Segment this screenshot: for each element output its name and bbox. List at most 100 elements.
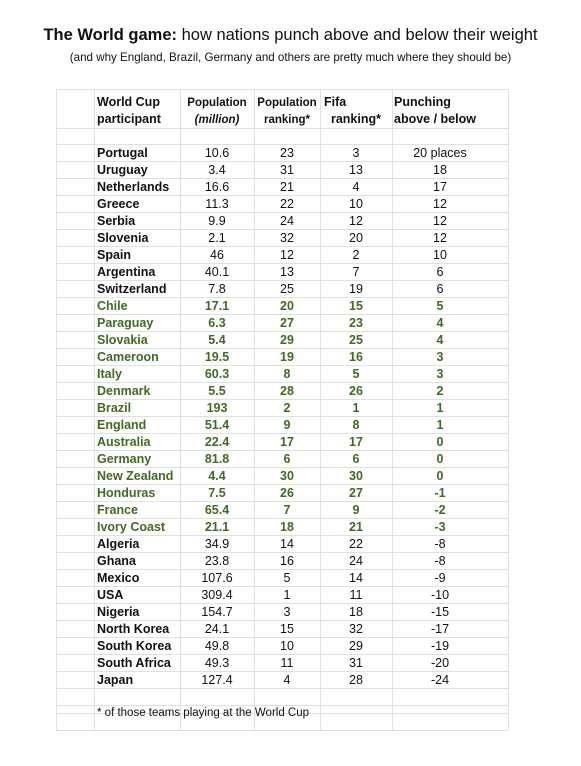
cell-country: South Africa (97, 656, 171, 670)
cell-population-ranking: 21 (280, 180, 294, 194)
cell-fifa-ranking: 12 (349, 214, 363, 228)
cell-punching: 18 (433, 163, 447, 177)
cell-country: New Zealand (97, 469, 174, 483)
grid-vline (56, 89, 57, 730)
cell-population-ranking: 19 (280, 350, 294, 364)
cell-population: 193 (206, 401, 228, 415)
cell-population-ranking: 32 (280, 231, 294, 245)
cell-fifa-ranking: 25 (349, 333, 363, 347)
cell-population: 17.1 (204, 299, 230, 313)
cell-population: 3.4 (208, 163, 226, 177)
cell-punching: 0 (436, 452, 444, 466)
cell-punching: -2 (434, 503, 446, 517)
header-population-line1: Population (187, 97, 247, 109)
cell-population: 34.9 (204, 537, 230, 551)
cell-population: 81.8 (204, 452, 230, 466)
header-poprank-line2: ranking* (263, 114, 310, 126)
grid-vline (94, 89, 95, 730)
cell-population-ranking: 25 (280, 282, 294, 296)
cell-population: 2.1 (208, 231, 226, 245)
cell-punching: -17 (430, 622, 450, 636)
cell-fifa-ranking: 17 (349, 435, 363, 449)
cell-population-ranking: 5 (283, 571, 291, 585)
cell-population-ranking: 13 (280, 265, 294, 279)
cell-country: Cameroon (97, 350, 159, 364)
cell-population-ranking: 17 (280, 435, 294, 449)
cell-fifa-ranking: 21 (349, 520, 363, 534)
cell-fifa-ranking: 4 (352, 180, 360, 194)
cell-fifa-ranking: 24 (349, 554, 363, 568)
grid-hline (56, 730, 508, 731)
cell-punching: -9 (434, 571, 446, 585)
header-punching-line1: Punching (394, 95, 451, 109)
cell-country: North Korea (97, 622, 170, 636)
cell-population-ranking: 30 (280, 469, 294, 483)
cell-fifa-ranking: 15 (349, 299, 363, 313)
cell-fifa-ranking: 16 (349, 350, 363, 364)
footnote: * of those teams playing at the World Cu… (97, 707, 310, 719)
cell-country: Switzerland (97, 282, 167, 296)
cell-fifa-ranking: 31 (349, 656, 363, 670)
cell-population-ranking: 10 (280, 639, 294, 653)
cell-punching: -8 (434, 537, 446, 551)
cell-country: Paraguay (97, 316, 154, 330)
cell-country: Greece (97, 197, 140, 211)
cell-fifa-ranking: 7 (352, 265, 360, 279)
cell-population: 11.3 (205, 197, 229, 211)
cell-country: Uruguay (97, 163, 148, 177)
cell-punching: -15 (430, 605, 450, 619)
cell-country: Germany (97, 452, 152, 466)
cell-punching: 0 (436, 435, 444, 449)
cell-fifa-ranking: 10 (349, 197, 363, 211)
cell-country: Nigeria (97, 605, 140, 619)
cell-population: 9.9 (208, 214, 226, 228)
cell-country: USA (97, 588, 124, 602)
cell-country: Argentina (97, 265, 156, 279)
cell-population-ranking: 16 (280, 554, 294, 568)
cell-country: Australia (97, 435, 151, 449)
cell-fifa-ranking: 32 (349, 622, 363, 636)
cell-population: 107.6 (201, 571, 233, 585)
cell-fifa-ranking: 30 (349, 469, 363, 483)
cell-country: Honduras (97, 486, 156, 500)
header-participant-line1: World Cup (97, 95, 160, 109)
cell-population: 309.4 (201, 588, 233, 602)
cell-fifa-ranking: 18 (349, 605, 363, 619)
cell-population: 19.5 (204, 350, 230, 364)
cell-country: Ghana (97, 554, 136, 568)
cell-population: 24.1 (204, 622, 230, 636)
cell-fifa-ranking: 8 (352, 418, 360, 432)
cell-population: 22.4 (204, 435, 230, 449)
cell-fifa-ranking: 20 (349, 231, 363, 245)
cell-punching: -19 (430, 639, 450, 653)
cell-population-ranking: 7 (283, 503, 291, 517)
header-participant-line2: participant (97, 112, 161, 126)
cell-country: Mexico (97, 571, 140, 585)
cell-punching: 5 (436, 299, 444, 313)
cell-population-ranking: 27 (280, 316, 294, 330)
cell-fifa-ranking: 3 (352, 146, 360, 160)
cell-punching: 12 (433, 214, 447, 228)
cell-punching: 1 (436, 401, 444, 415)
cell-population-ranking: 4 (283, 673, 291, 687)
cell-punching: 1 (436, 418, 444, 432)
cell-punching: 0 (436, 469, 444, 483)
cell-punching: 3 (436, 367, 444, 381)
header-fifa-line2: ranking* (330, 112, 381, 126)
cell-population-ranking: 29 (280, 333, 294, 347)
cell-population-ranking: 8 (283, 367, 291, 381)
cell-punching: 2 (436, 384, 444, 398)
header-punching-line2: above / below (394, 112, 476, 126)
cell-fifa-ranking: 11 (349, 588, 363, 602)
cell-punching: -1 (434, 486, 446, 500)
header-population-line2: (million) (194, 114, 240, 126)
cell-population-ranking: 14 (280, 537, 294, 551)
cell-population-ranking: 23 (280, 146, 294, 160)
cell-fifa-ranking: 19 (349, 282, 363, 296)
cell-population-ranking: 24 (280, 214, 294, 228)
cell-fifa-ranking: 27 (349, 486, 363, 500)
grid-hline (56, 89, 508, 90)
cell-country: Algeria (97, 537, 140, 551)
cell-punching: -24 (430, 673, 450, 687)
cell-fifa-ranking: 23 (349, 316, 363, 330)
